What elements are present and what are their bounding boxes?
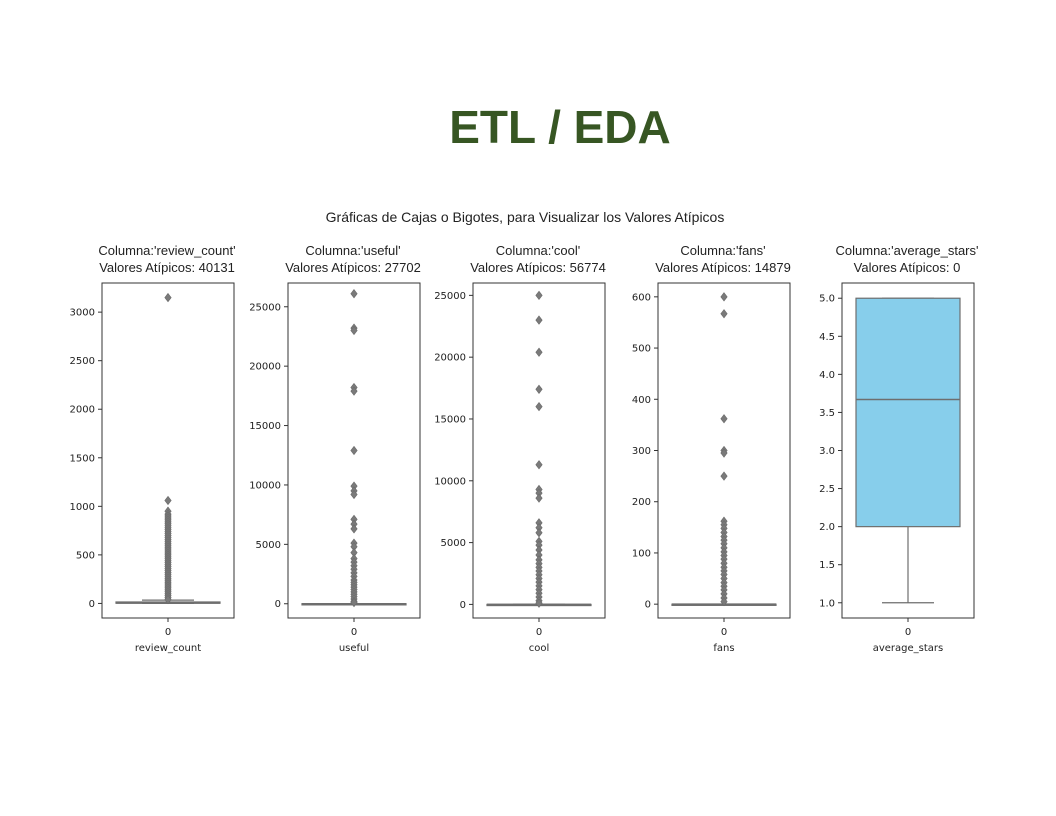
- panel-title-outliers: Valores Atípicos: 0: [853, 260, 961, 275]
- figure-suptitle: Gráficas de Cajas o Bigotes, para Visual…: [325, 209, 725, 225]
- panel-title-outliers: Valores Atípicos: 56774: [470, 260, 606, 275]
- outlier-point: [720, 448, 728, 458]
- y-tick-label: 10000: [249, 480, 281, 491]
- y-tick-label: 1000: [70, 502, 95, 513]
- y-tick-label: 15000: [249, 421, 281, 432]
- panel-title: Columna:'useful' Valores Atípicos: 27702: [268, 242, 438, 276]
- y-tick-label: 15000: [434, 414, 466, 425]
- y-tick-label: 25000: [249, 302, 281, 313]
- outlier-point: [350, 489, 358, 500]
- y-tick-label: 20000: [249, 362, 281, 373]
- y-tick-label: 500: [632, 344, 651, 355]
- outlier-point: [535, 347, 543, 357]
- y-tick-label: 20000: [434, 353, 466, 364]
- x-tick-label: 0: [536, 627, 542, 638]
- outlier-point: [535, 460, 543, 470]
- panel-title-outliers: Valores Atípicos: 27702: [285, 260, 421, 275]
- x-axis-label: cool: [529, 643, 550, 654]
- x-tick-label: 0: [165, 627, 171, 638]
- x-tick-label: 0: [351, 627, 357, 638]
- boxplot-panel: Columna:'fans' Valores Atípicos: 14879 0 10…: [632, 238, 808, 668]
- boxplot-panel: Columna:'cool' Valores Atípicos: 56774 0 50…: [434, 238, 623, 668]
- panel-title-column: Columna:'review_count': [98, 243, 236, 258]
- y-tick-label: 200: [632, 497, 651, 508]
- boxplot-svg: 0 5000 10000 15000 20000 25000 0 cool: [434, 282, 606, 654]
- outlier-point: [350, 597, 358, 608]
- boxplot-svg: 0 500 1000 1500 2000 2500 3000 0 review_count: [70, 282, 235, 654]
- outlier-point: [164, 594, 172, 605]
- y-tick-label: 5.0: [819, 294, 835, 305]
- y-tick-label: 2500: [70, 356, 95, 367]
- outlier-point: [535, 598, 543, 608]
- x-axis-label: fans: [713, 643, 734, 654]
- panel-title-column: Columna:'cool': [495, 243, 581, 258]
- y-tick-label: 300: [632, 446, 651, 457]
- y-tick-label: 500: [76, 550, 95, 561]
- outlier-point: [535, 528, 543, 538]
- panel-title: Columna:'review_count' Valores Atípicos: …: [82, 242, 252, 276]
- panel-title-column: Columna:'average_stars': [835, 243, 979, 258]
- outlier-point: [535, 401, 543, 412]
- outlier-point: [720, 596, 728, 607]
- outlier-point: [350, 386, 358, 396]
- panel-title-column: Columna:'fans': [680, 243, 766, 258]
- y-tick-label: 4.0: [819, 370, 835, 381]
- y-tick-label: 4.5: [819, 332, 835, 343]
- slide-title: ETL / EDA: [449, 101, 671, 153]
- boxplot-panel: Columna:'average_stars' Valores Atípicos:…: [819, 238, 992, 668]
- iqr-box: [855, 297, 961, 528]
- outlier-point: [350, 325, 358, 336]
- y-tick-label: 3.0: [819, 446, 835, 457]
- boxplot-panel: Columna:'useful' Valores Atípicos: 27702 0…: [249, 238, 438, 668]
- outlier-point: [350, 289, 358, 299]
- panel-title: Columna:'fans' Valores Atípicos: 14879: [638, 242, 808, 276]
- y-tick-label: 0: [645, 600, 651, 611]
- boxplot-svg: 0 5000 10000 15000 20000 25000 0 useful: [249, 282, 421, 654]
- y-tick-label: 2000: [70, 405, 95, 416]
- x-axis-label: useful: [339, 643, 369, 654]
- y-tick-label: 5000: [256, 540, 281, 551]
- y-tick-label: 100: [632, 548, 651, 559]
- outlier-point: [164, 495, 172, 506]
- panel-title: Columna:'average_stars' Valores Atípicos:…: [822, 242, 992, 276]
- outlier-point: [535, 493, 543, 503]
- x-tick-label: 0: [905, 627, 911, 638]
- y-tick-label: 10000: [434, 476, 466, 487]
- outlier-point: [720, 471, 728, 481]
- y-tick-label: 2.5: [819, 484, 835, 495]
- y-tick-label: 2.0: [819, 522, 835, 533]
- y-tick-label: 1.5: [819, 560, 835, 571]
- y-tick-label: 5000: [441, 538, 466, 549]
- panel-title: Columna:'cool' Valores Atípicos: 56774: [453, 242, 623, 276]
- x-axis-label: average_stars: [873, 643, 944, 654]
- boxplot-svg: 1.0 1.5 2.0 2.5 3.0 3.5 4.0 4.5 5.0 0 average_star…: [819, 282, 975, 654]
- x-axis-label: review_count: [135, 643, 201, 654]
- y-tick-label: 3000: [70, 308, 95, 319]
- outlier-point: [164, 292, 172, 303]
- y-tick-label: 25000: [434, 291, 466, 302]
- outlier-point: [535, 290, 543, 301]
- panel-title-outliers: Valores Atípicos: 14879: [655, 260, 791, 275]
- panel-title-outliers: Valores Atípicos: 40131: [99, 260, 235, 275]
- y-tick-label: 3.5: [819, 408, 835, 419]
- boxplot-svg: 0 100 200 300 400 500 600 0 fans: [632, 282, 791, 654]
- y-tick-label: 0: [89, 599, 95, 610]
- y-tick-label: 600: [632, 292, 651, 303]
- outlier-point: [720, 309, 728, 319]
- y-tick-label: 0: [460, 600, 466, 611]
- y-tick-label: 400: [632, 395, 651, 406]
- y-tick-label: 1.0: [819, 598, 835, 609]
- x-tick-label: 0: [721, 627, 727, 638]
- boxplot-panel: Columna:'review_count' Valores Atípicos: …: [70, 238, 252, 668]
- panel-title-column: Columna:'useful': [305, 243, 401, 258]
- y-tick-label: 1500: [70, 453, 95, 464]
- outlier-point: [535, 384, 543, 394]
- outlier-point: [350, 445, 358, 456]
- outlier-point: [720, 292, 728, 302]
- outlier-point: [720, 414, 728, 424]
- outlier-point: [535, 315, 543, 325]
- y-tick-label: 0: [275, 599, 281, 610]
- outlier-point: [350, 524, 358, 534]
